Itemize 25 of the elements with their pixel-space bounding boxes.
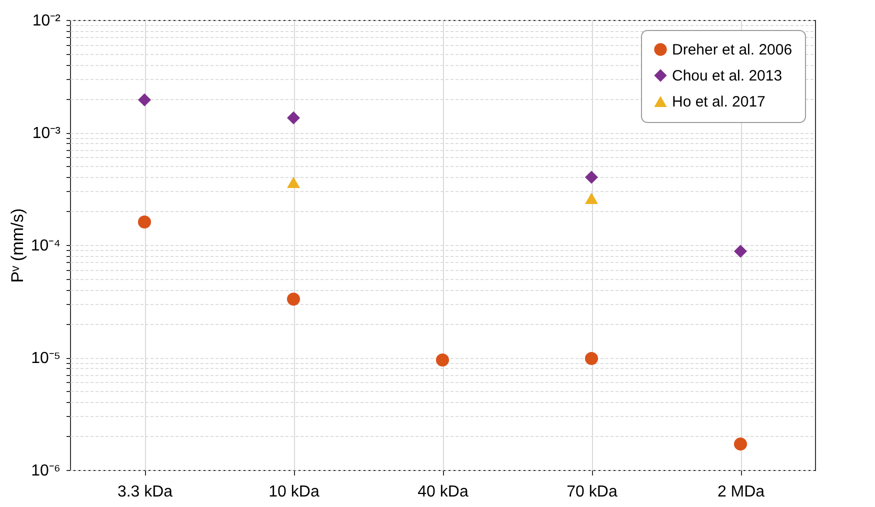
point bbox=[138, 93, 152, 106]
x-tick-label: 2 MDa bbox=[717, 484, 765, 500]
point bbox=[138, 216, 152, 229]
y-tick-label: 10⁻² bbox=[32, 12, 62, 30]
legend-label: Dreher et al. 2006 bbox=[672, 42, 792, 58]
x-tick-label: 3.3 kDa bbox=[117, 484, 173, 500]
x-tick-label: 70 kDa bbox=[566, 484, 618, 500]
y-tick-label: 10⁻⁶ bbox=[31, 462, 60, 480]
y-tick-label: 10⁻³ bbox=[32, 125, 62, 142]
y-axis-title: Pᵛ (mm/s) bbox=[8, 208, 27, 283]
point bbox=[436, 354, 450, 367]
point bbox=[286, 176, 300, 188]
legend-label: Ho et al. 2017 bbox=[672, 94, 766, 110]
point bbox=[286, 292, 300, 306]
point bbox=[734, 244, 748, 258]
y-tick-label: 10⁻⁴ bbox=[30, 238, 61, 254]
point bbox=[584, 352, 598, 365]
y-tick-label: 10⁻⁵ bbox=[31, 350, 60, 367]
point bbox=[734, 438, 748, 451]
point bbox=[584, 170, 598, 184]
point bbox=[286, 111, 300, 124]
point bbox=[584, 192, 598, 204]
x-tick-label: 40 kDa bbox=[418, 484, 468, 500]
x-tick-label: 10 kDa bbox=[268, 484, 320, 500]
legend-label: Chou et al. 2013 bbox=[672, 68, 782, 84]
